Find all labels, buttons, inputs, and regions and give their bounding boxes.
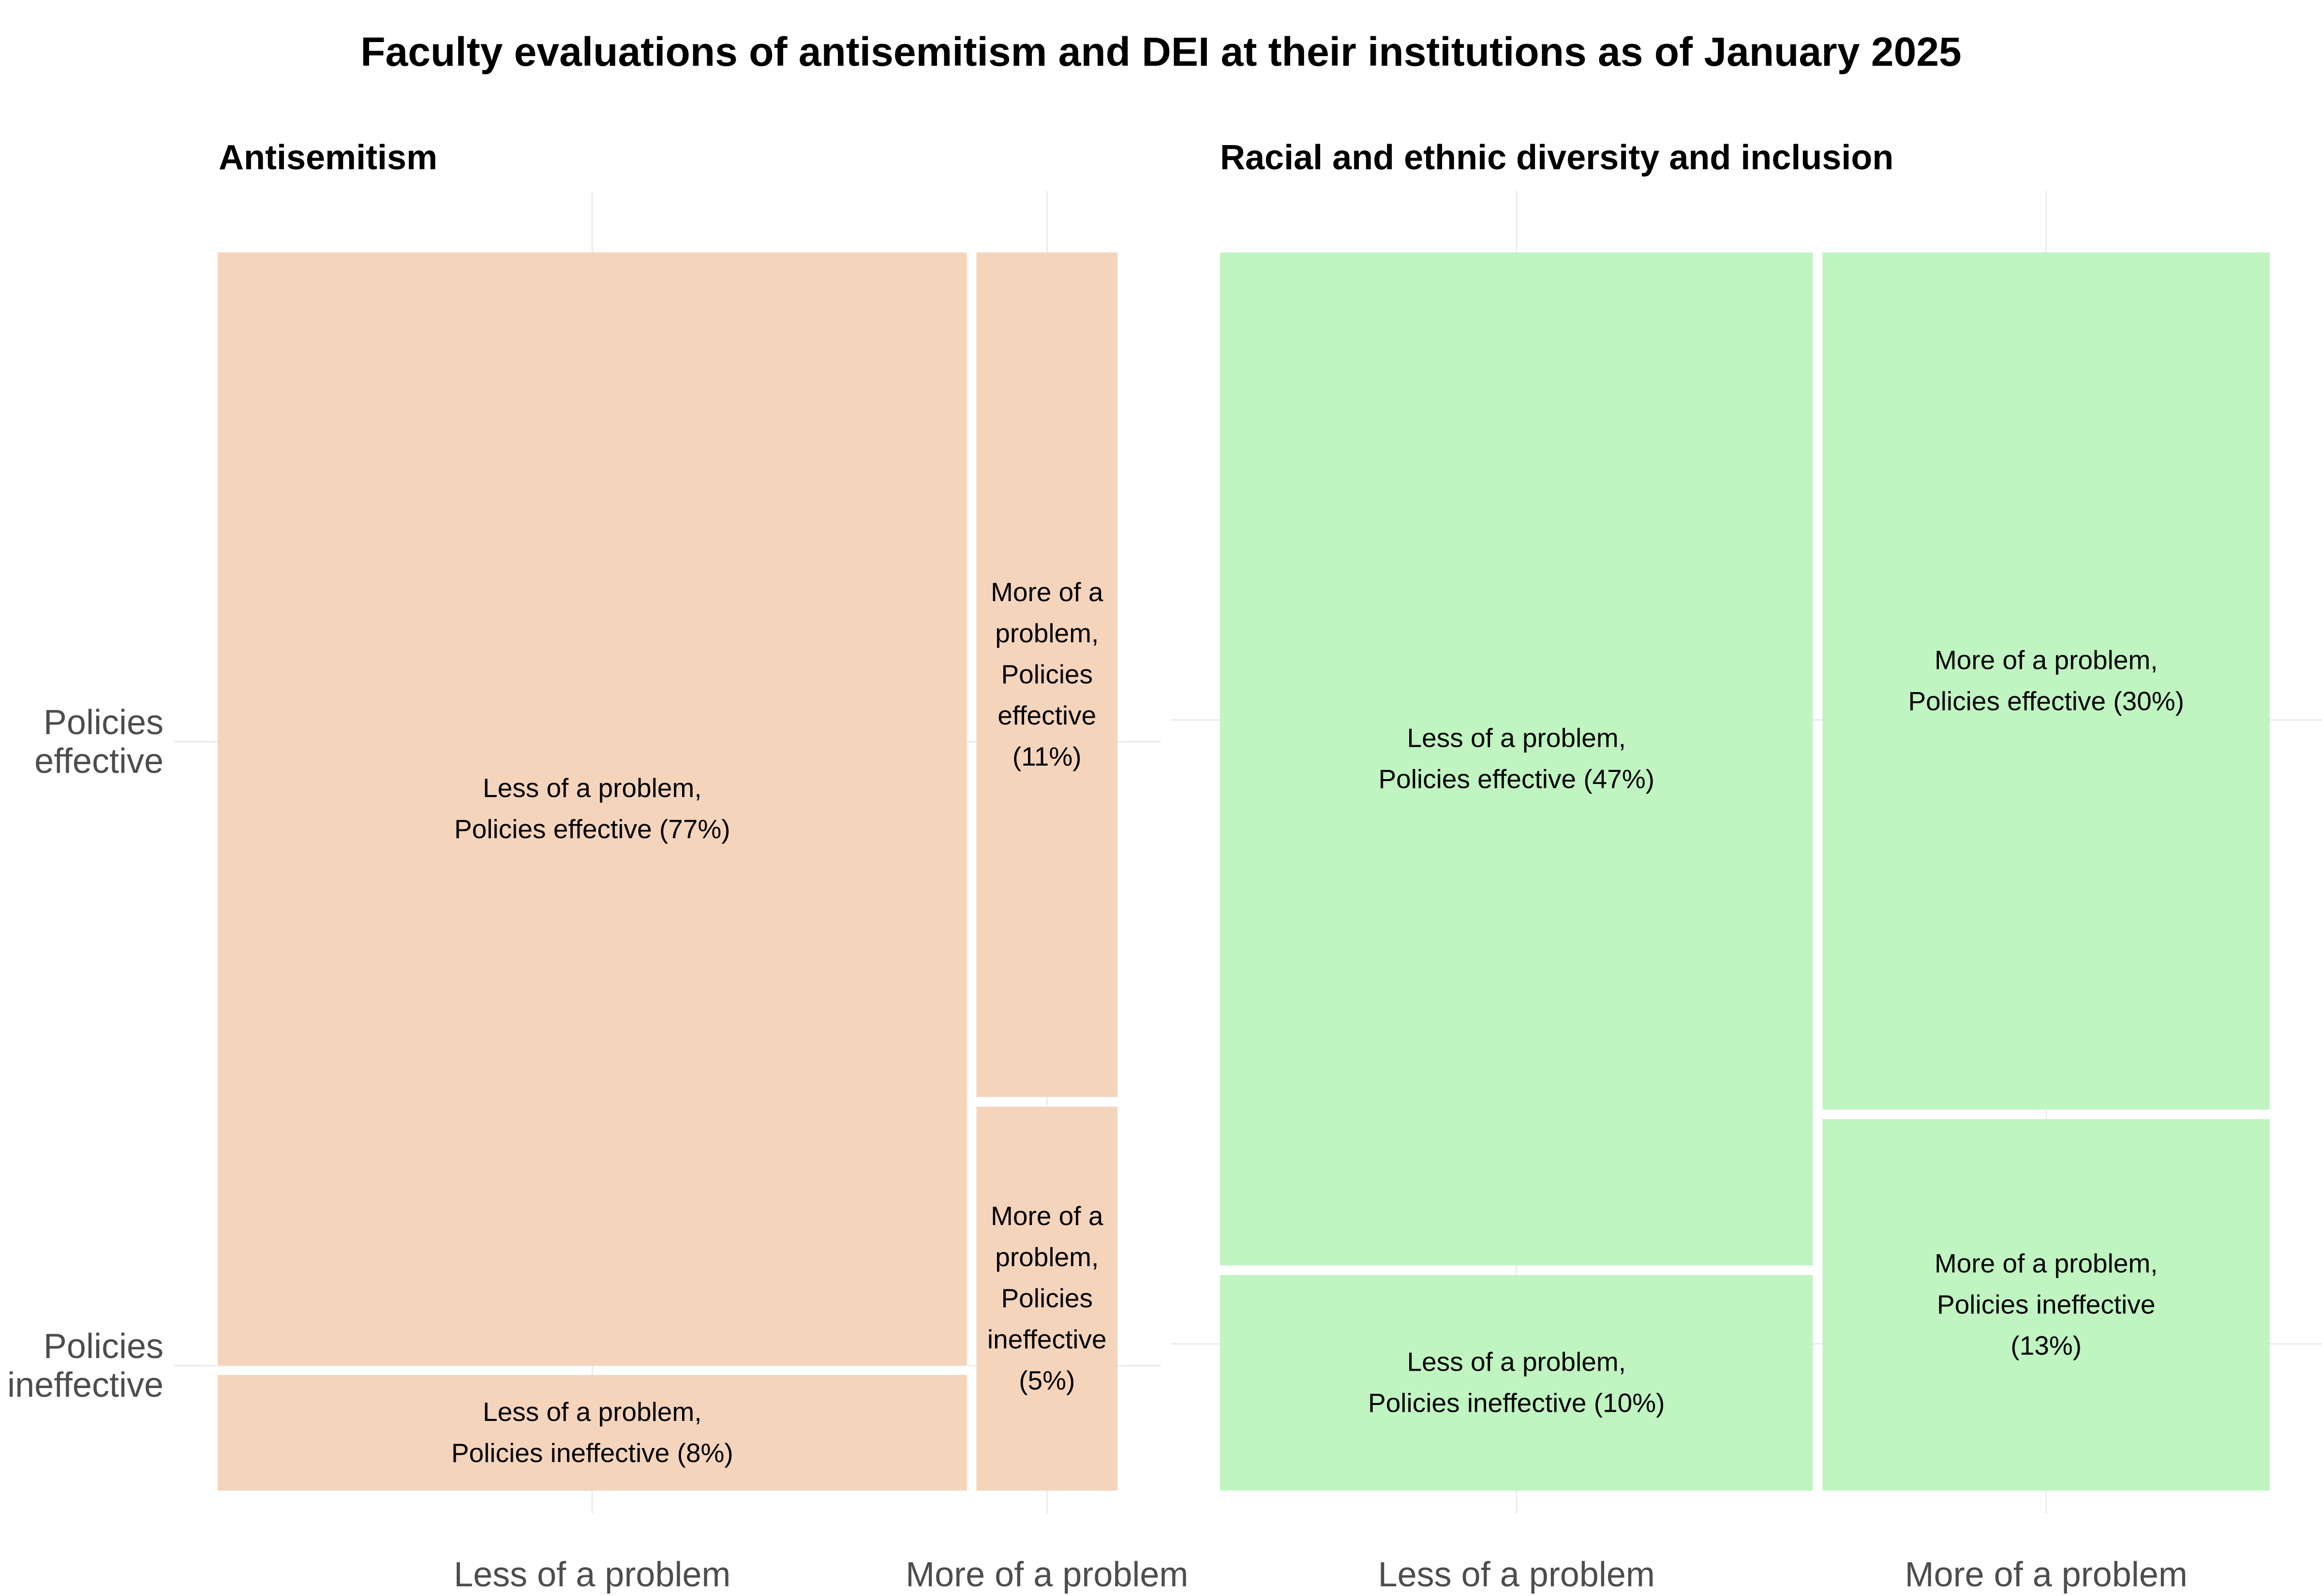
- panel-racial-and-ethnic-diversity-and-inclusion: Racial and ethnic diversity and inclusio…: [1171, 138, 2322, 1594]
- x-tick-label: More of a problem: [906, 1555, 1188, 1594]
- x-tick-label: Less of a problem: [454, 1555, 730, 1594]
- cell-label: Less of a problem, Policies ineffective (…: [1368, 1347, 1665, 1418]
- x-tick-label: More of a problem: [1905, 1555, 2188, 1594]
- panel-title: Racial and ethnic diversity and inclusio…: [1220, 138, 1893, 177]
- cell-label: More of a problem, Policies effective (11%): [991, 577, 1103, 771]
- cell-label: Less of a problem, Policies effective (77…: [454, 773, 730, 844]
- y-tick-label: Policies ineffective: [7, 1327, 164, 1404]
- mosaic-cell-more-of-a-problem-policies-effective: [1822, 252, 2270, 1110]
- cell-label: More of a problem, Policies ineffective (1…: [1935, 1248, 2158, 1360]
- cell-label: More of a problem, Policies effective (30…: [1908, 645, 2184, 716]
- mosaic-cell-more-of-a-problem-policies-ineffective: [1822, 1119, 2270, 1491]
- chart-panels: Antisemitism Less of a problem, Policies e…: [174, 138, 2322, 1594]
- cell-label: Less of a problem, Policies effective (47…: [1378, 723, 1654, 794]
- mosaic-cell-less-of-a-problem-policies-effective: [218, 252, 967, 1365]
- mosaic-cell-less-of-a-problem-policies-effective: [1220, 252, 1813, 1266]
- mosaic-cell-more-of-a-problem-policies-ineffective: [976, 1107, 1117, 1491]
- mosaic-cell-more-of-a-problem-policies-effective: [976, 252, 1117, 1097]
- y-tick-label: Policies effective: [34, 703, 164, 781]
- panel-antisemitism: Antisemitism Less of a problem, Policies e…: [174, 138, 1188, 1594]
- panel-title: Antisemitism: [219, 138, 437, 177]
- mosaic-cell-less-of-a-problem-policies-ineffective: [1220, 1275, 1813, 1491]
- cell-label: More of a problem, Policies ineffective (5%): [987, 1201, 1107, 1395]
- y-axis-labels: Policies effective Policies ineffective: [7, 703, 164, 1404]
- chart-title: Faculty evaluations of antisemitism and …: [360, 29, 1962, 74]
- x-tick-label: Less of a problem: [1378, 1555, 1655, 1594]
- mosaic-cell-less-of-a-problem-policies-ineffective: [218, 1374, 967, 1491]
- cell-label: Less of a problem, Policies ineffective (…: [451, 1397, 733, 1468]
